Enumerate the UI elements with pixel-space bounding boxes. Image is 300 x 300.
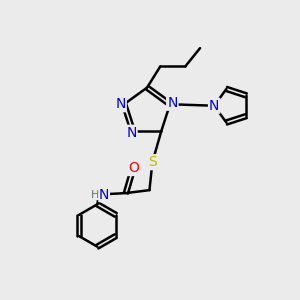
- Text: N: N: [99, 188, 109, 202]
- Text: O: O: [128, 161, 139, 175]
- Text: H: H: [91, 190, 99, 200]
- Text: N: N: [167, 96, 178, 110]
- Text: N: N: [116, 97, 126, 111]
- Text: S: S: [148, 155, 157, 169]
- Text: N: N: [126, 126, 136, 140]
- Text: N: N: [209, 99, 219, 113]
